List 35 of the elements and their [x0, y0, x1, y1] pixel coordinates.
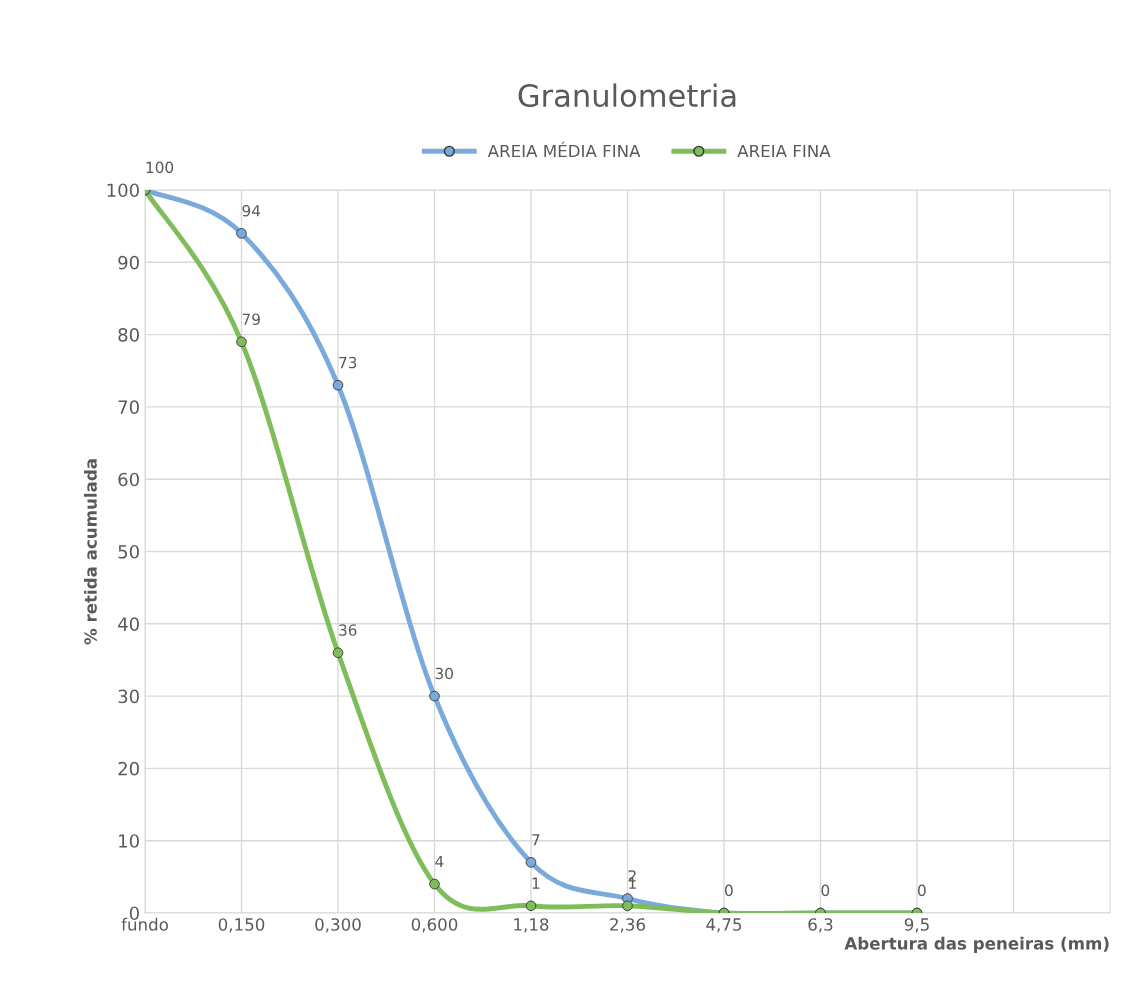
y-tick-label: 90 [118, 255, 139, 270]
x-tick-label: 1,18 [514, 918, 549, 933]
y-tick-label: 100 [107, 183, 139, 198]
y-tick-label: 60 [118, 472, 139, 487]
x-tick-label: 6,3 [808, 918, 833, 933]
data-label: 73 [339, 356, 357, 369]
legend-label: AREIA MÉDIA FINA [487, 141, 641, 158]
x-tick-label: 0,150 [218, 918, 265, 933]
data-label: 0 [918, 884, 926, 897]
x-tick-label: 2,36 [610, 918, 646, 933]
y-axis-title: % retida acumulada [83, 459, 97, 645]
data-label: 36 [339, 624, 357, 636]
data-label: 1 [532, 877, 540, 889]
x-tick-label: 0,300 [315, 918, 361, 933]
data-label: 0 [821, 884, 830, 897]
y-tick-label: 10 [119, 834, 139, 848]
x-axis-title: Abertura das peneiras (mm) [844, 936, 1109, 953]
data-label: 30 [435, 667, 453, 680]
data-label: 100 [146, 161, 174, 174]
x-tick-label: 0,600 [411, 918, 458, 933]
data-label: 0 [725, 884, 733, 897]
data-label: 79 [242, 313, 260, 325]
x-tick-label: 9,5 [904, 918, 929, 933]
y-tick-label: 20 [118, 761, 139, 776]
x-tick-label: 4,75 [706, 918, 742, 933]
data-label: 94 [242, 204, 261, 217]
y-tick-label: 70 [118, 400, 139, 415]
legend-label: AREIA FINA [737, 144, 831, 158]
y-tick-label: 40 [118, 617, 139, 631]
data-label: 4 [435, 855, 444, 868]
y-tick-label: 80 [118, 328, 139, 342]
chart-title: Granulometria [518, 83, 736, 108]
data-label: 7 [532, 834, 540, 846]
y-tick-label: 50 [118, 544, 139, 559]
y-tick-label: 30 [118, 689, 139, 704]
